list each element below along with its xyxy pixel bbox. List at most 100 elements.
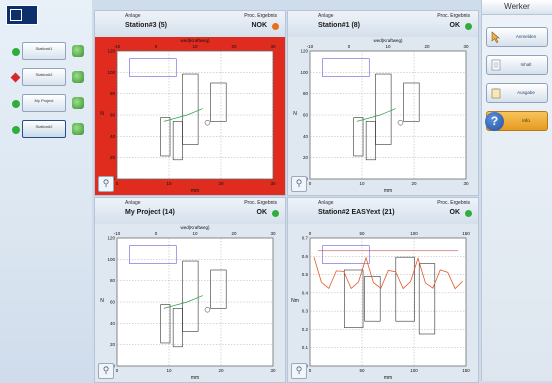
y-tick-label: 120 — [107, 49, 115, 54]
panel-anlage-label: Anlage — [318, 200, 334, 206]
chart-title: wed(Kraftweg) — [180, 225, 210, 230]
force-path-chart: wed(Kraftweg)-10010203002040608010012001… — [293, 38, 469, 194]
zoom-icon[interactable]: ⚲ — [98, 176, 114, 192]
x-tick-label: 30 — [463, 181, 469, 186]
top-tick-label: -10 — [114, 44, 121, 49]
zoom-icon[interactable]: ⚲ — [291, 363, 307, 379]
top-tick-label: 50 — [359, 231, 365, 236]
y-tick-label: 40 — [303, 134, 309, 139]
eval-window — [210, 82, 227, 122]
station-sidebar: Station#1 Station#2 My Project Station#2 — [0, 0, 92, 381]
y-tick-label: 120 — [300, 49, 308, 54]
station-button[interactable]: Station#2 — [22, 68, 66, 86]
station-button[interactable]: Station#2 — [22, 120, 66, 138]
zoom-icon[interactable]: ⚲ — [98, 363, 114, 379]
x-tick-label: 10 — [166, 368, 172, 373]
y-tick-label: 20 — [110, 342, 116, 347]
panel-anlage-label: Anlage — [125, 200, 141, 206]
station-row[interactable]: Station#1 — [12, 42, 84, 62]
panel-station-name: My Project (14) — [125, 209, 175, 216]
force-curve — [163, 295, 203, 309]
force-path-chart: 05010015000.10.20.30.40.50.60.7050100150… — [291, 231, 470, 381]
panel-station-name: Station#1 (8) — [318, 22, 361, 29]
panel-header: Anlage Station#2 EASYext (21) Proc. Erge… — [288, 198, 478, 224]
top-tick-label: 10 — [192, 231, 198, 236]
pointer-icon — [491, 31, 500, 43]
y-tick-label: 80 — [303, 91, 309, 96]
chart-area: wed(Kraftweg)-10010203002040608010012001… — [95, 224, 285, 382]
top-tick-label: 0 — [309, 231, 312, 236]
chart-area: wed(Kraftweg)-10010203002040608010012001… — [288, 37, 478, 195]
station-go-icon[interactable] — [72, 45, 84, 57]
y-tick-label: 0.7 — [302, 236, 309, 241]
force-curve — [356, 108, 396, 122]
force-path-chart: wed(Kraftweg)-10010203002040608010012001… — [100, 38, 276, 194]
panel-result-value: OK — [449, 209, 461, 216]
y-tick-label: 0.2 — [302, 327, 309, 332]
chart-title: wed(Kraftweg) — [180, 38, 210, 43]
eval-window — [210, 269, 227, 309]
station-row[interactable]: Station#2 — [12, 120, 84, 140]
station-row[interactable]: Station#2 — [10, 68, 84, 88]
station-panel: Anlage My Project (14) Proc. Ergebnis OK… — [94, 197, 286, 383]
panel-result-value: NOK — [251, 22, 267, 29]
hbm-logo — [6, 5, 38, 25]
panel-anlage-label: Anlage — [318, 13, 334, 19]
x-tick-label: 150 — [462, 368, 470, 373]
x-axis-label: mm — [191, 188, 199, 194]
eval-window — [182, 73, 199, 145]
panel-header: Anlage Station#1 (8) Proc. Ergebnis OK — [288, 11, 478, 37]
eval-window — [375, 73, 392, 145]
inhalt-label: Inhalt — [520, 62, 532, 67]
legend-box — [129, 58, 177, 77]
y-tick-label: 20 — [110, 155, 116, 160]
x-tick-label: 0 — [309, 181, 312, 186]
x-tick-label: 10 — [166, 181, 172, 186]
station-go-icon[interactable] — [72, 71, 84, 83]
station-button[interactable]: Station#1 — [22, 42, 66, 60]
inhalt-button[interactable]: Inhalt — [486, 55, 548, 75]
y-axis-label: Nm — [291, 298, 299, 304]
station-button[interactable]: My Project — [22, 94, 66, 112]
y-tick-label: 80 — [110, 91, 116, 96]
station-panel: Anlage Station#2 EASYext (21) Proc. Erge… — [287, 197, 479, 383]
station-go-icon[interactable] — [72, 97, 84, 109]
x-tick-label: 10 — [359, 181, 365, 186]
zoom-icon[interactable]: ⚲ — [291, 176, 307, 192]
station-go-icon[interactable] — [72, 123, 84, 135]
status-ok-icon — [12, 48, 20, 56]
top-tick-label: 0 — [155, 231, 158, 236]
y-tick-label: 60 — [110, 113, 116, 118]
info-label: Info — [522, 118, 530, 123]
top-tick-label: 10 — [192, 44, 198, 49]
y-tick-label: 0.6 — [302, 254, 309, 259]
panel-result-label: Proc. Ergebnis — [244, 200, 277, 206]
y-tick-label: 80 — [110, 278, 116, 283]
panel-header: Anlage My Project (14) Proc. Ergebnis OK — [95, 198, 285, 224]
eval-window — [172, 308, 183, 348]
y-tick-label: 100 — [107, 70, 115, 75]
top-tick-label: 20 — [424, 44, 430, 49]
panel-result-value: OK — [449, 22, 461, 29]
station-panel: Anlage Station#1 (8) Proc. Ergebnis OK w… — [287, 10, 479, 196]
y-tick-label: 20 — [303, 155, 309, 160]
anmelden-label: Anmelden — [515, 34, 537, 39]
eval-window — [344, 269, 364, 328]
curve-endpoint — [204, 306, 211, 313]
anmelden-button[interactable]: Anmelden — [486, 27, 548, 47]
y-tick-label: 40 — [110, 321, 116, 326]
station-row[interactable]: My Project — [12, 94, 84, 114]
y-axis-label: N — [100, 111, 104, 117]
result-status-icon — [272, 23, 279, 30]
y-tick-label: 0.4 — [302, 290, 309, 295]
x-axis-label: mm — [191, 375, 199, 381]
y-tick-label: 60 — [303, 113, 309, 118]
info-button[interactable]: ? Info — [485, 111, 548, 131]
ausgabe-button[interactable]: Ausgabe — [486, 83, 548, 103]
x-axis-label: mm — [384, 375, 392, 381]
result-status-icon — [465, 23, 472, 30]
help-icon: ? — [485, 112, 504, 131]
y-axis-label: N — [293, 111, 297, 117]
eval-window — [364, 276, 381, 322]
document-icon — [491, 59, 501, 71]
